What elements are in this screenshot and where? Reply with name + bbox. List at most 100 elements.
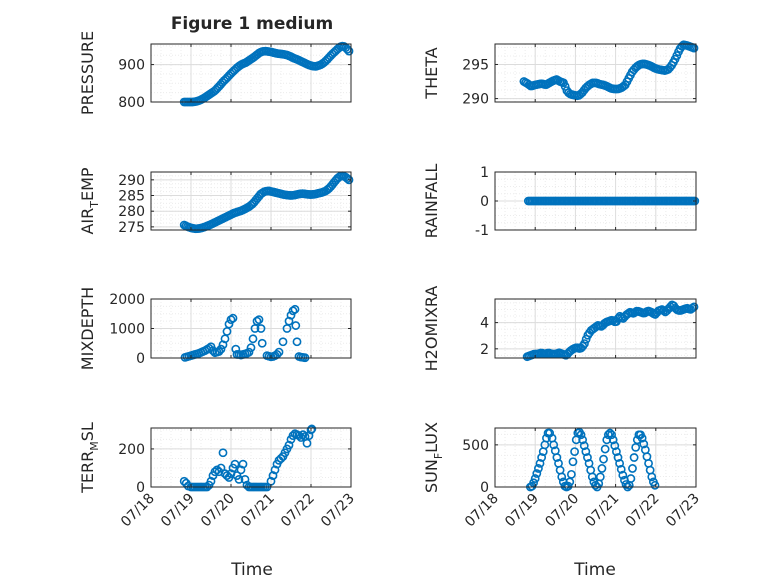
data-point <box>274 347 284 357</box>
data-point <box>218 448 228 458</box>
y-axis-label-rest: SL <box>78 422 97 441</box>
y-tick-label: 800 <box>118 95 145 111</box>
data-point <box>244 347 254 357</box>
y-tick-label: 4 <box>480 316 489 332</box>
data-point <box>537 453 547 462</box>
data-point <box>534 464 543 473</box>
y-tick-label: 290 <box>462 92 489 108</box>
data-point <box>307 424 317 434</box>
y-tick-label: 0 <box>480 480 489 496</box>
data-point <box>566 469 576 479</box>
axes-frame <box>150 43 352 103</box>
x-tick-label: 07/19 <box>502 491 542 531</box>
data-point <box>270 465 280 475</box>
data-point <box>581 334 591 344</box>
y-axis-label-main: MIXDEPTH <box>78 287 97 370</box>
y-tick-label: 500 <box>462 438 489 454</box>
data-point <box>628 464 637 473</box>
x-tick-label: 07/23 <box>663 491 703 531</box>
data-point <box>291 321 301 330</box>
y-tick-label: 275 <box>118 220 145 236</box>
y-axis-label: AIRTEMP <box>78 167 101 234</box>
y-axis-label-sub: M <box>88 441 101 451</box>
x-tick-label: 07/20 <box>542 491 582 531</box>
y-axis-label: RAINFALL <box>422 164 441 239</box>
data-point <box>599 454 608 464</box>
data-point <box>615 458 625 468</box>
y-axis-label-main: RAINFALL <box>422 164 441 239</box>
y-axis-label-sub: F <box>432 453 445 459</box>
data-point <box>208 346 218 356</box>
data-point <box>224 319 234 329</box>
data-point <box>286 310 296 320</box>
data-point <box>529 478 538 488</box>
data-point <box>252 316 262 326</box>
data-point <box>610 441 620 451</box>
x-tick-label: 07/22 <box>278 491 318 531</box>
data-point <box>690 196 700 206</box>
figure-title: Figure 1 medium <box>171 14 333 34</box>
y-tick-label: 0 <box>136 480 145 496</box>
data-point <box>637 433 647 443</box>
subplot-terr: 0 200 TERRMSL 07/18 07/19 07/20 07/21 07/22 07/2… <box>78 422 358 530</box>
data-point <box>608 435 618 445</box>
data-point <box>216 344 226 354</box>
y-axis-label-sub: T <box>88 201 101 209</box>
y-tick-label: 290 <box>118 173 145 189</box>
data-point <box>278 337 288 347</box>
data-point <box>344 175 354 185</box>
subplot-sun: 0 500 SUNFLUX 07/18 07/19 07/20 07/21 07/22 07/2… <box>422 422 703 530</box>
y-axis-label: THETA <box>422 47 441 99</box>
data-point <box>603 430 613 440</box>
data-point <box>629 453 639 462</box>
axes-frame <box>494 427 697 488</box>
data-point <box>639 439 649 449</box>
y-tick-label: 2 <box>480 342 489 358</box>
data-point <box>612 447 621 456</box>
data-point <box>290 304 300 314</box>
y-tick-label: 1 <box>480 165 489 181</box>
data-point <box>530 474 540 483</box>
subplot-h2omixra: 2 4 H2OMIXRA <box>422 286 699 372</box>
y-tick-label: -1 <box>475 223 489 239</box>
y-axis-label-main: H2OMIXRA <box>422 286 441 372</box>
data-point <box>298 430 308 440</box>
data-point <box>549 440 559 450</box>
data-point <box>618 470 628 480</box>
axes-background <box>151 44 351 102</box>
y-axis-label: SUNFLUX <box>422 422 445 493</box>
x-axis-label-right: Time <box>573 560 616 580</box>
y-tick-label: 900 <box>118 58 145 74</box>
data-point <box>226 315 236 325</box>
data-point <box>230 459 240 469</box>
y-axis-label-main: THETA <box>422 47 441 99</box>
y-axis-label: TERRMSL <box>78 422 101 494</box>
data-point <box>256 324 266 333</box>
data-point <box>595 472 605 482</box>
y-tick-label: 295 <box>462 57 489 73</box>
y-tick-label: 1000 <box>109 322 145 338</box>
data-point <box>583 453 592 462</box>
axes-frame <box>150 171 352 231</box>
x-tick-label: 07/22 <box>623 491 663 531</box>
data-point <box>294 431 304 441</box>
y-axis-label-main: TERR <box>78 451 97 494</box>
data-point <box>284 440 294 450</box>
y-axis-label-rest: LUX <box>422 422 441 453</box>
y-axis-label-main: PRESSURE <box>78 31 97 115</box>
data-point <box>563 481 573 491</box>
subplot-mixdepth: 0 1000 2000 MIXDEPTH <box>78 287 352 370</box>
subplot-pressure: 800 900 PRESSURE <box>78 31 354 115</box>
data-point <box>248 334 258 344</box>
data-point <box>214 347 224 356</box>
data-point <box>650 480 660 490</box>
data-point <box>579 441 589 451</box>
data-point <box>659 306 669 316</box>
data-point <box>605 428 615 438</box>
data-point <box>607 430 616 440</box>
data-point <box>587 472 597 482</box>
x-tick-label: 07/21 <box>238 491 278 531</box>
